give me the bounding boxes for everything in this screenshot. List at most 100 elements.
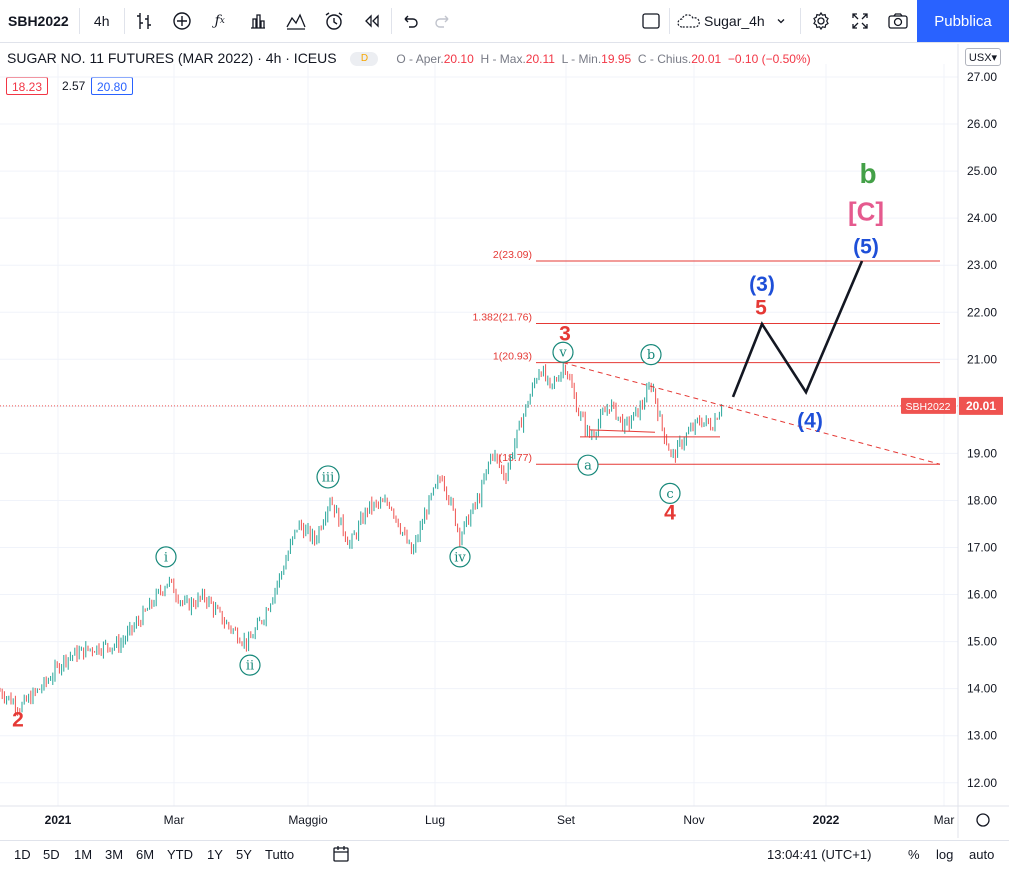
price-tick-label: 21.00 xyxy=(967,352,997,366)
toolbar-divider xyxy=(800,8,801,34)
publish-button[interactable]: Pubblica xyxy=(917,0,1009,42)
toolbar-divider xyxy=(669,8,670,34)
alert-icon[interactable] xyxy=(315,0,353,43)
fib-level-label: 1.382(21.76) xyxy=(472,312,532,324)
wave-label: b xyxy=(859,158,876,189)
chart-legend: SUGAR NO. 11 FUTURES (MAR 2022) · 4h · I… xyxy=(7,50,811,67)
interval-button[interactable]: 4h xyxy=(93,13,110,29)
grid-lines xyxy=(0,64,958,806)
wave-circle xyxy=(640,343,662,366)
percent-scale-button[interactable]: % xyxy=(908,847,920,862)
templates-icon[interactable] xyxy=(239,0,277,43)
delayed-badge: D xyxy=(350,52,379,67)
symbol-search-button[interactable]: SBH2022 xyxy=(8,13,69,29)
time-tick-label: Mar xyxy=(164,813,185,827)
redo-icon[interactable] xyxy=(428,0,458,43)
low-value: 19.95 xyxy=(601,52,632,66)
wave-label: ii xyxy=(246,659,254,674)
wave-label: v xyxy=(558,346,567,361)
fullscreen-icon[interactable] xyxy=(841,0,879,43)
spread-value: 2.57 xyxy=(62,79,86,93)
wave-circle xyxy=(552,341,574,363)
wave-circle xyxy=(449,546,471,568)
range-button-1y[interactable]: 1Y xyxy=(207,847,223,862)
wave-label: 5 xyxy=(755,297,767,320)
close-label: C - Chius. xyxy=(637,52,692,66)
toolbar-divider xyxy=(123,8,125,34)
time-axis[interactable]: 2021 Mar Maggio Lug Set Nov 2022 Mar xyxy=(0,805,1009,827)
replay-icon[interactable] xyxy=(353,0,391,43)
price-tick-label: 19.00 xyxy=(967,446,997,460)
time-tick-label: Nov xyxy=(683,813,704,827)
ohlc-values: O - Aper.20.10 H - Max.20.11 L - Min.19.… xyxy=(396,52,810,66)
layout-select[interactable]: Sugar_4h xyxy=(670,0,800,43)
time-tick-label: Mar xyxy=(934,813,955,827)
clock-readout[interactable]: 13:04:41 (UTC+1) xyxy=(767,847,872,862)
wave-label: iv xyxy=(454,550,466,565)
cloud-icon xyxy=(677,14,700,28)
time-tick-label: Set xyxy=(557,813,576,827)
wave-label: 2 xyxy=(12,708,24,731)
time-tick-label: Maggio xyxy=(288,813,328,827)
bottom-toolbar: 1D 5D 1M 3M 6M YTD 1Y 5Y Tutto 13:04:41 (UTC+1) … xyxy=(0,840,1009,871)
projection-path xyxy=(731,260,864,398)
calendar-icon[interactable] xyxy=(332,845,350,866)
price-tick-label: 17.00 xyxy=(967,541,997,555)
price-tick-label: 12.00 xyxy=(967,776,997,790)
price-axis[interactable]: 27.00 26.00 25.00 24.00 23.00 22.00 21.00 20.00… xyxy=(901,44,1003,838)
chart-type-bars-icon[interactable] xyxy=(125,0,163,43)
price-chart[interactable]: 2(23.09)1.382(21.76)1(20.93)(18.77) 2iii… xyxy=(0,0,1009,838)
wave-label: (5) xyxy=(853,235,879,258)
wave-circle xyxy=(155,546,177,568)
last-price-symbol-text: SBH2022 xyxy=(906,401,951,413)
wave-circle xyxy=(239,654,261,676)
fib-levels: 2(23.09) 1.382(21.76) 1(20.93) (18.77) xyxy=(0,249,958,465)
price-tick-label: 20.00 xyxy=(967,399,997,413)
last-price-symbol-tag xyxy=(901,397,956,414)
currency-select[interactable]: USX▾ xyxy=(965,48,1001,66)
settings-gear-icon[interactable] xyxy=(801,0,841,43)
range-button-1m[interactable]: 1M xyxy=(74,847,93,862)
wave-circle xyxy=(577,454,599,476)
range-button-5d[interactable]: 5D xyxy=(43,847,60,862)
last-price-tag xyxy=(959,396,1003,415)
range-button-6m[interactable]: 6M xyxy=(136,847,155,862)
close-value: 20.01 xyxy=(691,52,722,66)
compare-icon[interactable] xyxy=(277,0,315,43)
ask-price[interactable]: 20.80 xyxy=(91,77,134,95)
price-tick-label: 24.00 xyxy=(967,211,997,225)
price-tick-label: 14.00 xyxy=(967,682,997,696)
price-tick-label: 22.00 xyxy=(967,305,997,319)
log-scale-button[interactable]: log xyxy=(936,847,954,862)
toolbar-divider xyxy=(390,8,392,34)
undo-icon[interactable] xyxy=(392,0,428,43)
add-indicator-icon[interactable] xyxy=(163,0,201,43)
price-tick-label: 27.00 xyxy=(967,70,997,84)
chevron-down-icon xyxy=(777,19,785,24)
camera-icon[interactable] xyxy=(879,0,917,43)
wave-label: iii xyxy=(322,470,334,485)
fullscreen-select-icon[interactable] xyxy=(633,0,669,43)
auto-scale-button[interactable]: auto xyxy=(969,847,995,862)
wave-label: b xyxy=(647,348,655,363)
range-button-tutto[interactable]: Tutto xyxy=(265,847,295,862)
price-tick-label: 15.00 xyxy=(967,635,997,649)
range-button-ytd[interactable]: YTD xyxy=(167,847,193,862)
fib-level-label: (18.77) xyxy=(499,452,532,464)
change-value: −0.10 (−0.50%) xyxy=(727,52,811,66)
wave-circle xyxy=(659,482,681,504)
price-series xyxy=(0,361,723,716)
trendline-dashed xyxy=(562,362,941,465)
range-button-3m[interactable]: 3M xyxy=(105,847,124,862)
fib-level-label: 2(23.09) xyxy=(493,249,532,261)
axis-settings-gear-icon xyxy=(976,813,990,827)
bid-price[interactable]: 18.23 xyxy=(6,77,49,95)
price-tick-label: 25.00 xyxy=(967,164,997,178)
range-button-5y[interactable]: 5Y xyxy=(236,847,252,862)
range-button-1d[interactable]: 1D xyxy=(14,847,31,862)
wave-circle xyxy=(316,465,340,489)
last-price-value: 20.01 xyxy=(966,399,996,413)
